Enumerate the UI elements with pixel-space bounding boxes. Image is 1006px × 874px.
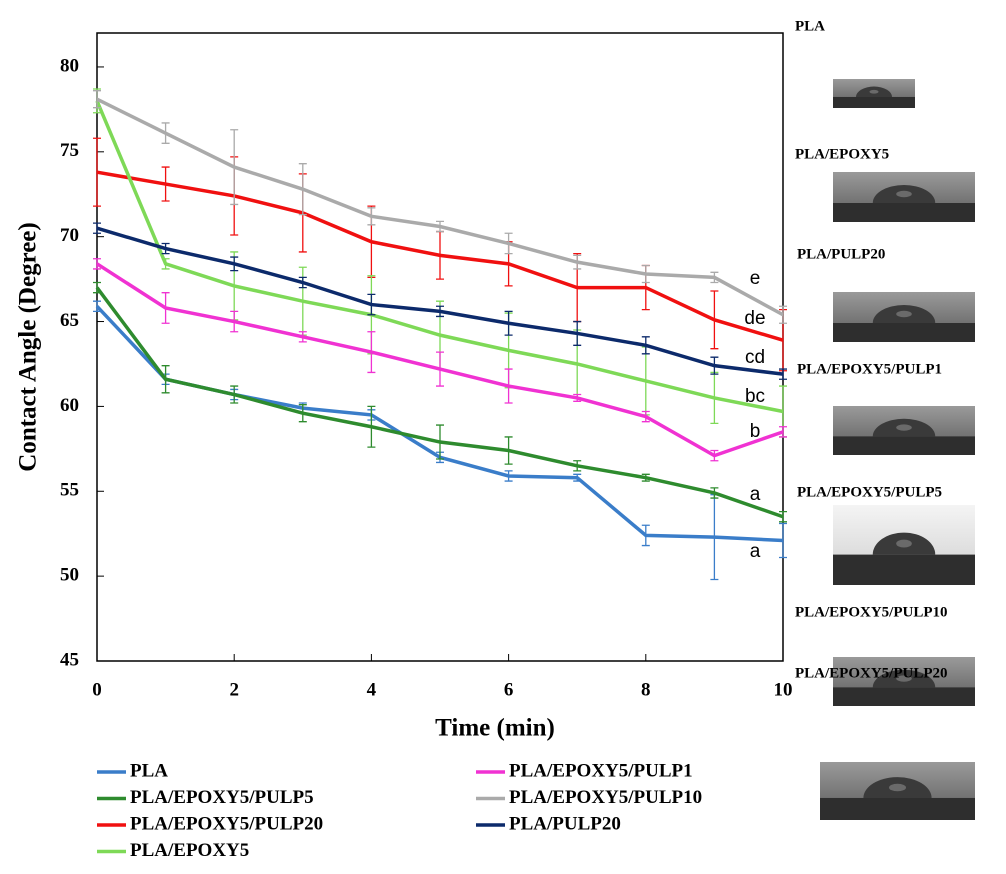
annotation: a: [750, 541, 761, 562]
error-bar: [93, 222, 101, 234]
x-tick-label: 8: [641, 679, 651, 700]
error-bar: [779, 305, 787, 324]
x-axis-title: Time (min): [435, 715, 555, 742]
droplet-highlight: [869, 89, 879, 94]
substrate: [833, 687, 975, 706]
series-line: [96, 97, 784, 317]
y-tick-label: 55: [60, 480, 79, 501]
annotation: b: [750, 421, 761, 442]
image-label: PLA: [795, 18, 825, 34]
legend-label: PLA/PULP20: [509, 813, 621, 834]
y-tick-label: 70: [60, 225, 79, 246]
error-bar: [779, 522, 787, 559]
droplet-highlight: [896, 424, 912, 431]
image-label: PLA/EPOXY5/PULP20: [795, 665, 948, 681]
legend-label: PLA/EPOXY5: [130, 840, 249, 861]
error-bar: [779, 368, 787, 380]
droplet-highlight: [896, 675, 912, 682]
substrate: [833, 554, 975, 585]
x-tick-label: 6: [504, 679, 514, 700]
y-axis-title: Contact Angle (Degree): [15, 222, 42, 471]
side-panel: PLA PLA/EPOXY5 PLA/PULP20 PLA/EPOXY5/PULP1 P…: [795, 18, 975, 820]
legend-label: PLA: [130, 760, 168, 781]
x-tick-label: 2: [229, 679, 239, 700]
legend-label: PLA/EPOXY5/PULP10: [509, 787, 702, 808]
y-tick-label: 80: [60, 55, 79, 76]
substrate: [833, 203, 975, 222]
y-tick-label: 65: [60, 310, 79, 331]
substrate: [833, 323, 975, 342]
substrate: [833, 96, 915, 108]
droplet-highlight: [888, 783, 907, 792]
series-line: [96, 262, 784, 458]
image-label: PLA/EPOXY5/PULP5: [797, 484, 942, 500]
annotation: bc: [745, 386, 765, 407]
x-tick-label: 4: [367, 679, 377, 700]
y-tick-label: 50: [60, 564, 79, 585]
error-bar: [93, 137, 101, 207]
substrate: [833, 436, 975, 455]
image-label: PLA/EPOXY5/PULP10: [795, 604, 948, 620]
annotation: e: [750, 268, 761, 289]
error-bar: [93, 90, 101, 109]
droplet-highlight: [896, 539, 912, 548]
legend-label: PLA/EPOXY5/PULP5: [130, 787, 314, 808]
series-line: [95, 286, 784, 519]
image-label: PLA/PULP20: [797, 246, 885, 262]
y-tick-label: 60: [60, 395, 79, 416]
series-line: [96, 226, 784, 376]
legend-label: PLA/EPOXY5/PULP20: [130, 813, 323, 834]
annotation: cd: [745, 347, 765, 368]
image-label: PLA/EPOXY5: [795, 146, 889, 162]
image-label: PLA/EPOXY5/PULP1: [797, 361, 942, 377]
legend-label: PLA/EPOXY5/PULP1: [509, 760, 693, 781]
series-line: [96, 170, 784, 342]
error-bar: [779, 510, 787, 523]
droplet-highlight: [896, 310, 912, 318]
series-line: [95, 100, 784, 414]
x-tick-label: 10: [774, 679, 793, 700]
annotation: de: [744, 308, 765, 329]
droplet-highlight: [896, 190, 912, 198]
substrate: [820, 797, 975, 820]
y-tick-label: 75: [60, 140, 79, 161]
annotation: a: [750, 484, 761, 505]
x-tick-label: 0: [92, 679, 102, 700]
y-tick-label: 45: [60, 649, 79, 670]
